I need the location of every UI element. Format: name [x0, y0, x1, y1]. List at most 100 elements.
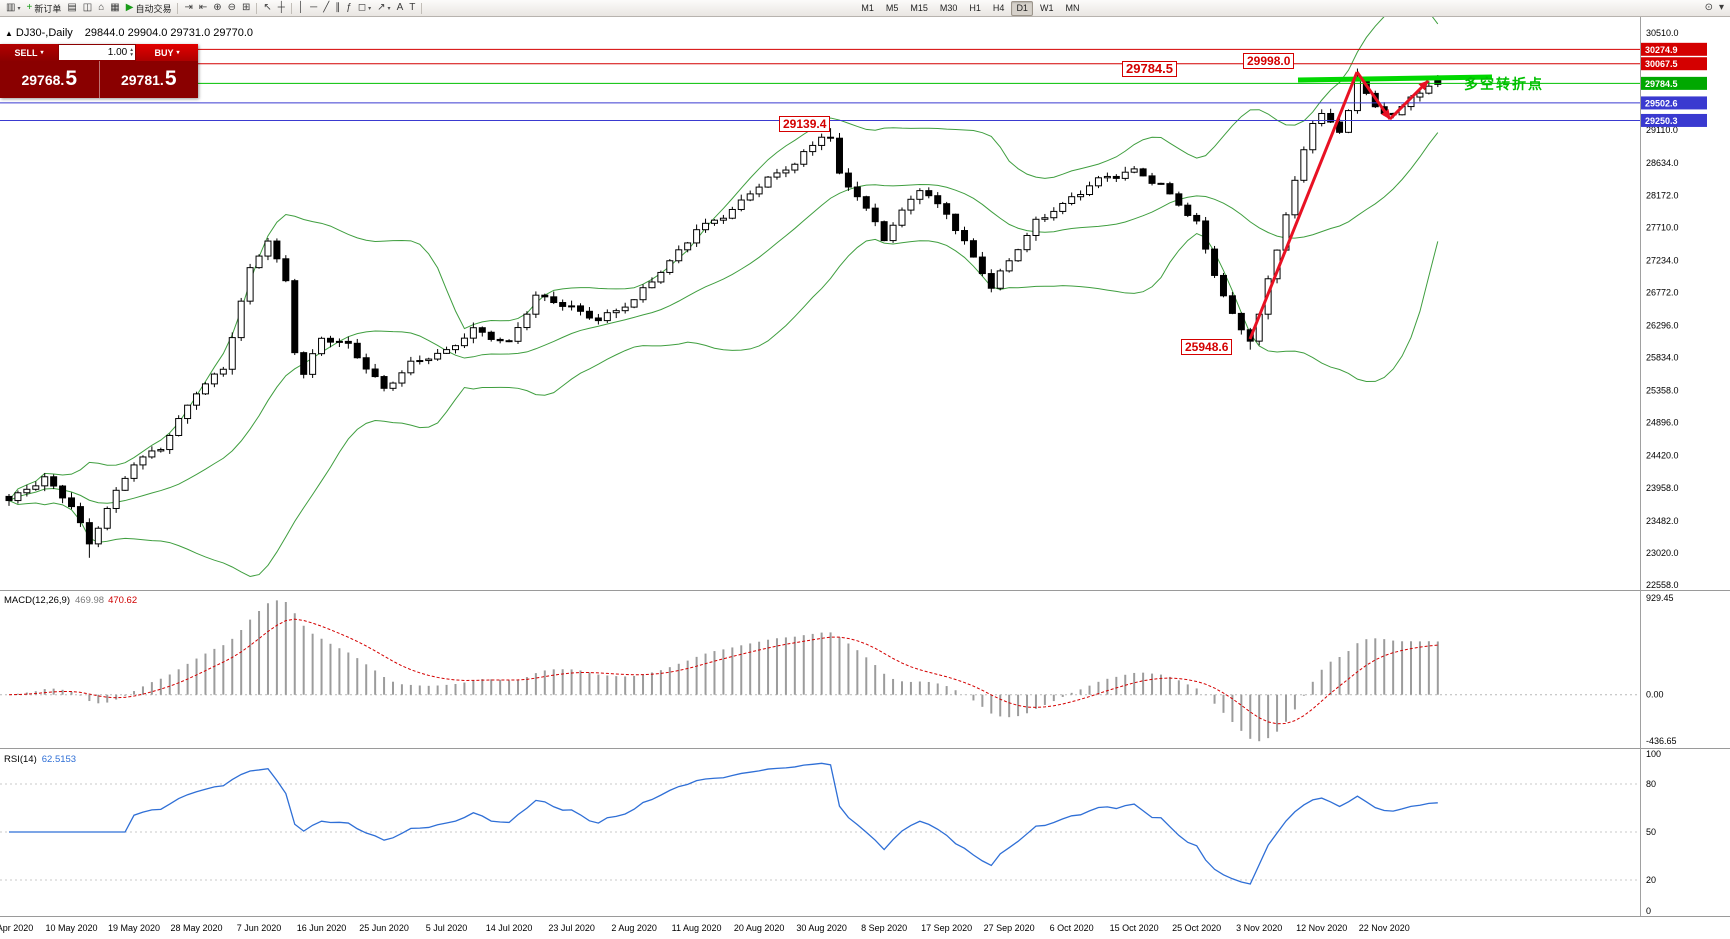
- buy-button[interactable]: BUY ▾: [136, 44, 198, 61]
- search-button[interactable]: ⊙: [1702, 1, 1716, 15]
- trend-arrow-2[interactable]: [1355, 71, 1392, 120]
- date-label: 30 Aug 2020: [796, 923, 847, 933]
- date-label: 27 Sep 2020: [984, 923, 1035, 933]
- candle-body: [50, 476, 58, 487]
- candle-body: [362, 357, 370, 370]
- candle-body: [157, 449, 165, 452]
- buy-price[interactable]: 29781. 5: [98, 61, 199, 98]
- auto-scroll-button[interactable]: ⇥: [181, 1, 195, 15]
- pivot-zone-line[interactable]: [1297, 74, 1493, 83]
- candle-body: [925, 190, 933, 197]
- more-button[interactable]: ▾: [1716, 1, 1727, 15]
- price-callout-29784.5[interactable]: 29784.5: [1122, 61, 1177, 77]
- timeframe-m15-button[interactable]: M15: [910, 3, 928, 13]
- price-tick-label: 27234.0: [1646, 255, 1679, 265]
- indicator-axis[interactable]: 929.45 0.00 -436.65 100 80 50 20 0: [1646, 593, 1677, 916]
- new-chart-button[interactable]: ▥ ▾: [3, 1, 23, 15]
- crosshair-button[interactable]: ┼: [275, 1, 288, 15]
- price-badge-label: 29502.6: [1645, 98, 1678, 108]
- cursor-icon: ↖: [263, 2, 272, 13]
- volume-up-icon[interactable]: ▴: [130, 46, 133, 53]
- zoom-out-button[interactable]: ⊖: [225, 1, 239, 15]
- text-button[interactable]: A: [394, 1, 407, 15]
- buy-price-pip: 5: [164, 67, 177, 90]
- equidistant-channel-button[interactable]: ∥: [332, 1, 343, 15]
- volume-input[interactable]: 1.00 ▴ ▾: [58, 44, 136, 61]
- price-badge-label: 30067.5: [1645, 59, 1678, 69]
- cursor-button[interactable]: ↖: [260, 1, 274, 15]
- market-watch-button[interactable]: ▤: [64, 1, 79, 15]
- candle-body: [103, 507, 111, 529]
- sell-price[interactable]: 29768. 5: [0, 61, 99, 98]
- timeframe-m30-button[interactable]: M30: [939, 3, 958, 13]
- trend-arrow-1[interactable]: [1248, 71, 1359, 340]
- timeframe-m1-button[interactable]: M1: [861, 3, 874, 13]
- timeframe-w1-button[interactable]: W1: [1039, 3, 1054, 13]
- price-axis[interactable]: 30510.0 29110.0 28634.0 28172.0 27710.0 27234…: [1641, 28, 1707, 590]
- candle-body: [585, 310, 593, 319]
- search-icon: ⊙: [1704, 2, 1713, 13]
- candle-body: [1148, 175, 1156, 184]
- candle-body: [550, 296, 558, 304]
- pivot-note-text[interactable]: 多空转折点: [1464, 76, 1544, 92]
- new-order-icon: +: [26, 2, 33, 13]
- volume-down-icon[interactable]: ▾: [130, 51, 133, 58]
- timeframe-d1-button[interactable]: D1: [1011, 0, 1033, 16]
- chart-shift-button[interactable]: ⇤: [196, 1, 210, 15]
- volume-stepper[interactable]: ▴ ▾: [130, 46, 133, 58]
- price-callout-29998.0[interactable]: 29998.0: [1243, 53, 1295, 69]
- text-label-button[interactable]: T: [406, 1, 418, 15]
- price-badge: [1641, 113, 1707, 127]
- zoom-in-button[interactable]: ⊕: [210, 1, 224, 15]
- one-click-trading-panel: SELL ▾ 1.00 ▴ ▾ BUY ▾ 29768. 5 29781. 5: [0, 44, 198, 98]
- candle-body: [1032, 218, 1040, 236]
- candle-body: [68, 497, 76, 508]
- data-window-button[interactable]: ◫: [80, 1, 95, 15]
- candle-body: [1059, 202, 1067, 212]
- fibonacci-button[interactable]: ƒ: [343, 1, 355, 15]
- price-callout-29139.4[interactable]: 29139.4: [779, 116, 831, 132]
- date-axis[interactable]: 30 Apr 2020 10 May 2020 19 May 2020 28 May …: [0, 923, 1410, 933]
- date-label: 28 May 2020: [171, 923, 223, 933]
- trendline-button[interactable]: ╱: [320, 1, 332, 15]
- timeframe-h4-button[interactable]: H4: [992, 3, 1005, 13]
- horizontal-line-button[interactable]: ─: [307, 1, 320, 15]
- price-callout-25948.6[interactable]: 25948.6: [1181, 339, 1233, 355]
- timeframe-m5-button[interactable]: M5: [885, 3, 899, 13]
- candle-body: [898, 209, 906, 226]
- main-toolbar: ▥ ▾ + 新订单 ▤ ◫ ⌂ ▦ ▶ 自动交易 ⇥ ⇤ ⊕ ⊖ ⊞ ↖ ┼ │ ─ ╱ ∥ ƒ ◻ ▾ ↗ ▾ A T M1 M5 M1…: [0, 0, 1730, 17]
- trend-arrow-3[interactable]: [1388, 79, 1430, 121]
- candle-body: [853, 186, 861, 198]
- horizontal-level-lines[interactable]: [0, 48, 1640, 121]
- navigator-button[interactable]: ⌂: [95, 1, 107, 15]
- toolbar-right-group: ⊙ ▾: [1702, 0, 1727, 16]
- macd-axis-min: -436.65: [1646, 736, 1677, 746]
- timeframe-mn-button[interactable]: MN: [1065, 3, 1080, 13]
- bollinger-lower-band: [8, 232, 1439, 577]
- candle-body: [1353, 80, 1361, 112]
- candle-body: [693, 229, 701, 244]
- arrows-button[interactable]: ↗ ▾: [374, 1, 393, 15]
- sell-button[interactable]: SELL ▾: [0, 44, 58, 61]
- candle-body: [228, 337, 236, 370]
- trend-annotations[interactable]: [1248, 71, 1493, 340]
- candle-body: [746, 193, 754, 201]
- vertical-line-button[interactable]: │: [295, 1, 307, 15]
- terminal-button[interactable]: ▦: [107, 1, 122, 15]
- auto-trading-button[interactable]: ▶ 自动交易: [123, 1, 175, 15]
- price-badge-label: 30274.9: [1645, 45, 1678, 55]
- candle-body: [425, 358, 433, 362]
- candle-body: [326, 337, 334, 343]
- tile-windows-button[interactable]: ⊞: [239, 1, 253, 15]
- shapes-button[interactable]: ◻ ▾: [355, 1, 374, 15]
- candle-body: [1202, 220, 1210, 250]
- candle-body: [594, 317, 602, 322]
- candle-body: [282, 258, 290, 282]
- volume-value: 1.00: [107, 47, 128, 58]
- candle-body: [309, 353, 317, 375]
- candle-body: [1318, 112, 1326, 125]
- zoom-in-icon: ⊕: [213, 2, 222, 13]
- timeframe-h1-button[interactable]: H1: [969, 3, 981, 13]
- new-order-button[interactable]: + 新订单: [23, 1, 64, 15]
